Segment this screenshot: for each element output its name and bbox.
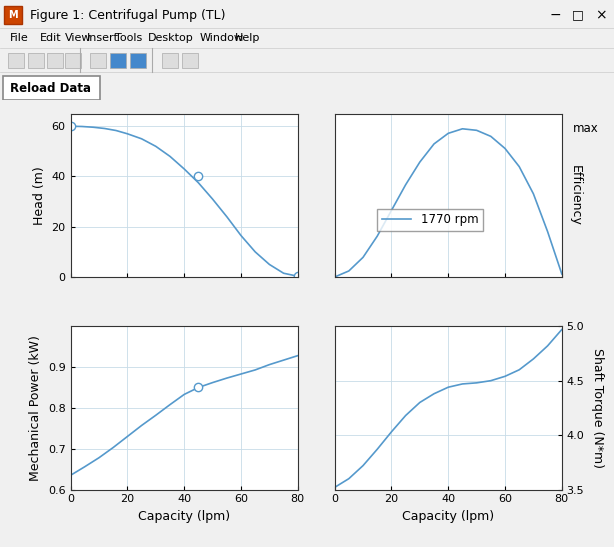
1770 rpm	[516, 164, 523, 170]
Text: Window: Window	[200, 33, 244, 43]
1770 rpm	[473, 127, 480, 133]
Text: □: □	[572, 9, 584, 21]
FancyBboxPatch shape	[3, 76, 100, 100]
Legend: 1770 rpm: 1770 rpm	[377, 208, 483, 231]
Text: Reload Data: Reload Data	[10, 82, 91, 95]
Bar	[90, 53, 106, 68]
Text: File: File	[10, 33, 29, 43]
Text: Tools: Tools	[115, 33, 142, 43]
Y-axis label: Mechanical Power (kW): Mechanical Power (kW)	[29, 335, 42, 481]
Bar	[28, 53, 44, 68]
Text: Edit: Edit	[40, 33, 61, 43]
Bar	[162, 53, 178, 68]
1770 rpm	[416, 159, 424, 165]
Bar	[4, 6, 22, 24]
1770 rpm	[459, 125, 466, 132]
Text: Desktop: Desktop	[148, 33, 194, 43]
Bar	[8, 53, 24, 68]
Bar	[0, 0, 614, 28]
Bar	[182, 53, 198, 68]
Y-axis label: Head (m): Head (m)	[33, 166, 46, 225]
Text: max: max	[573, 123, 599, 135]
1770 rpm	[373, 233, 381, 240]
X-axis label: Capacity (lpm): Capacity (lpm)	[138, 510, 230, 523]
1770 rpm	[530, 190, 537, 197]
X-axis label: Capacity (lpm): Capacity (lpm)	[402, 510, 494, 523]
Text: Insert: Insert	[87, 33, 119, 43]
Text: Help: Help	[235, 33, 260, 43]
1770 rpm	[501, 145, 508, 152]
1770 rpm	[445, 130, 452, 137]
Y-axis label: Shaft Torque (N*m): Shaft Torque (N*m)	[591, 348, 604, 468]
Bar	[65, 53, 81, 68]
1770 rpm	[345, 267, 352, 274]
1770 rpm	[402, 182, 410, 188]
1770 rpm	[544, 228, 551, 235]
1770 rpm	[359, 254, 367, 260]
Text: M: M	[8, 10, 18, 20]
Text: −: −	[549, 8, 561, 22]
Text: View: View	[65, 33, 91, 43]
Text: ×: ×	[595, 8, 607, 22]
1770 rpm	[331, 274, 338, 280]
Bar	[110, 53, 126, 68]
Text: Figure 1: Centrifugal Pump (TL): Figure 1: Centrifugal Pump (TL)	[30, 9, 225, 21]
1770 rpm	[558, 271, 565, 277]
Bar	[130, 53, 146, 68]
Line: 1770 rpm: 1770 rpm	[335, 129, 562, 277]
Bar	[47, 53, 63, 68]
1770 rpm	[430, 141, 438, 147]
1770 rpm	[487, 133, 494, 139]
1770 rpm	[388, 207, 395, 214]
Y-axis label: Efficiency: Efficiency	[568, 165, 581, 226]
